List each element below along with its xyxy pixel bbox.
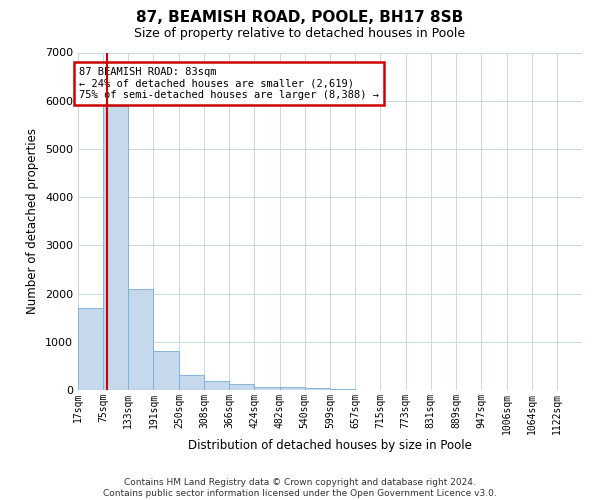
Bar xyxy=(78,308,103,390)
Bar xyxy=(280,388,305,390)
X-axis label: Distribution of detached houses by size in Poole: Distribution of detached houses by size … xyxy=(188,440,472,452)
Bar xyxy=(330,388,355,390)
Bar xyxy=(103,106,128,390)
Bar xyxy=(128,289,154,390)
Y-axis label: Number of detached properties: Number of detached properties xyxy=(26,128,40,314)
Text: Contains HM Land Registry data © Crown copyright and database right 2024.
Contai: Contains HM Land Registry data © Crown c… xyxy=(103,478,497,498)
Bar xyxy=(179,374,204,390)
Text: 87 BEAMISH ROAD: 83sqm
← 24% of detached houses are smaller (2,619)
75% of semi-: 87 BEAMISH ROAD: 83sqm ← 24% of detached… xyxy=(79,67,379,100)
Bar xyxy=(254,386,280,390)
Text: Size of property relative to detached houses in Poole: Size of property relative to detached ho… xyxy=(134,28,466,40)
Text: 87, BEAMISH ROAD, POOLE, BH17 8SB: 87, BEAMISH ROAD, POOLE, BH17 8SB xyxy=(136,10,464,25)
Bar xyxy=(229,384,254,390)
Bar xyxy=(154,352,179,390)
Bar xyxy=(204,382,229,390)
Bar xyxy=(305,388,330,390)
